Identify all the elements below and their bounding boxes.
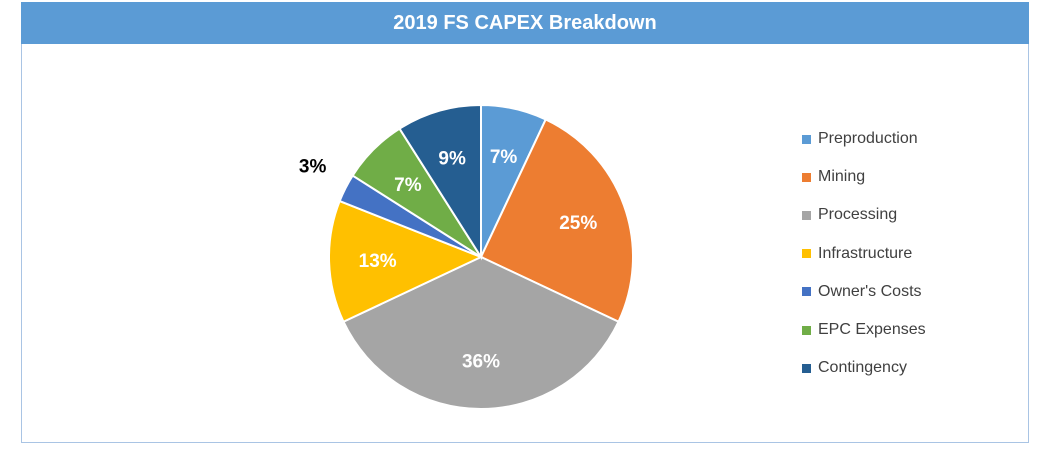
data-label-processing: 36% xyxy=(462,351,500,372)
legend-swatch xyxy=(802,134,811,144)
legend-label: Owner's Costs xyxy=(818,282,922,300)
legend-label: Contingency xyxy=(818,359,907,377)
legend-swatch xyxy=(802,172,811,182)
pie-slice-mining xyxy=(479,118,634,324)
legend-swatch xyxy=(802,363,811,373)
chart-legend: Preproduction Mining Processing Infrastruct… xyxy=(802,120,1002,387)
chart-title-bar: 2019 FS CAPEX Breakdown xyxy=(21,2,1029,44)
pie-slice-contingency xyxy=(398,103,482,261)
legend-item-owner-s-costs: Owner's Costs xyxy=(802,273,1002,311)
legend-item-infrastructure: Infrastructure xyxy=(802,235,1002,273)
legend-label: Infrastructure xyxy=(818,244,913,262)
data-label-infrastructure: 13% xyxy=(359,251,397,272)
legend-label: Preproduction xyxy=(818,130,918,148)
legend-label: Processing xyxy=(818,206,898,224)
legend-item-mining: Mining xyxy=(802,158,1002,196)
pie-slice-infrastructure xyxy=(328,199,484,324)
legend-label: EPC Expenses xyxy=(818,321,926,339)
pie-slice-processing xyxy=(342,255,620,410)
legend-swatch xyxy=(802,325,811,335)
data-label-contingency: 9% xyxy=(438,149,466,170)
data-label-preproduction: 7% xyxy=(490,147,518,168)
data-label-epc-expenses: 7% xyxy=(394,175,422,196)
legend-swatch xyxy=(802,249,811,259)
legend-swatch xyxy=(802,287,811,297)
legend-swatch xyxy=(802,210,811,220)
legend-item-epc-expenses: EPC Expenses xyxy=(802,311,1002,349)
chart-title: 2019 FS CAPEX Breakdown xyxy=(393,11,657,34)
legend-item-processing: Processing xyxy=(802,196,1002,234)
legend-item-preproduction: Preproduction xyxy=(802,120,1002,158)
legend-label: Mining xyxy=(818,168,866,186)
data-label-owner-s-costs: 3% xyxy=(299,156,327,177)
legend-item-contingency: Contingency xyxy=(802,349,1002,387)
data-label-mining: 25% xyxy=(559,213,597,234)
